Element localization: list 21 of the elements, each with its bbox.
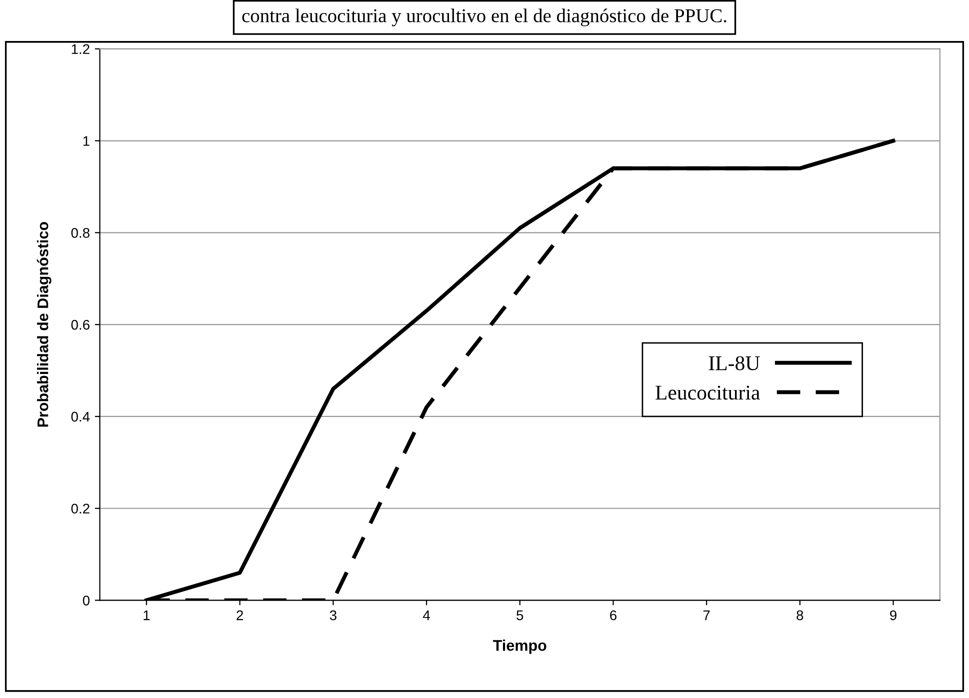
x-tick-label: 9 (890, 610, 896, 620)
x-tick-label: 5 (516, 610, 524, 620)
y-axis-title: Probabilidad de Diagnóstico (36, 222, 52, 427)
x-tick-label: 2 (236, 610, 243, 620)
legend-label: Leucocituria (656, 386, 760, 400)
y-tick-label: 1 (83, 136, 90, 146)
x-tick-label: 6 (610, 610, 616, 620)
y-tick-label: 0.2 (71, 504, 90, 514)
y-tick-label: 0.8 (71, 228, 90, 238)
y-tick-label: 0 (82, 596, 90, 606)
y-tick-label: 1.2 (72, 44, 90, 54)
x-tick-label: 4 (422, 610, 430, 620)
x-tick-label: 3 (330, 610, 336, 620)
x-tick-label: 7 (703, 610, 710, 620)
x-tick-label: 8 (796, 610, 804, 620)
chart-title: contra leucocituria y urocultivo en el de diagnóstico de PPUC. (242, 8, 726, 26)
y-tick-label: 0.6 (71, 320, 90, 330)
legend-label: IL-8U (708, 356, 760, 370)
x-tick-label: 1 (144, 610, 150, 620)
y-tick-label: 0.4 (71, 412, 90, 422)
x-axis-title: Tiempo (493, 640, 546, 654)
